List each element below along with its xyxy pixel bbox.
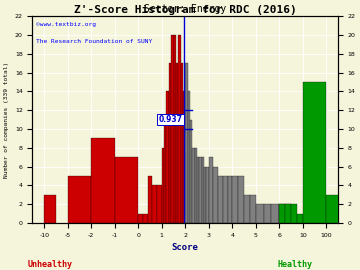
Bar xyxy=(162,148,164,223)
Bar xyxy=(218,176,223,223)
Bar xyxy=(202,157,204,223)
Bar xyxy=(232,176,238,223)
Text: The Research Foundation of SUNY: The Research Foundation of SUNY xyxy=(36,39,152,44)
Bar xyxy=(256,204,264,223)
Bar xyxy=(91,139,115,223)
Bar xyxy=(279,204,291,223)
Bar xyxy=(68,176,91,223)
Bar xyxy=(171,35,174,223)
Bar xyxy=(138,214,143,223)
X-axis label: Score: Score xyxy=(172,243,199,252)
Bar xyxy=(115,157,138,223)
Bar xyxy=(199,157,202,223)
Text: Unhealthy: Unhealthy xyxy=(28,260,73,269)
Bar xyxy=(169,63,171,223)
Bar xyxy=(291,204,297,223)
Bar xyxy=(238,176,244,223)
Text: ©www.textbiz.org: ©www.textbiz.org xyxy=(36,22,95,28)
Bar xyxy=(206,167,209,223)
Bar xyxy=(228,176,232,223)
Bar xyxy=(213,167,218,223)
Bar xyxy=(152,185,157,223)
Bar xyxy=(195,148,197,223)
Title: Z'-Score Histogram for RDC (2016): Z'-Score Histogram for RDC (2016) xyxy=(74,5,297,15)
Bar xyxy=(188,92,190,223)
Bar xyxy=(178,35,181,223)
Bar xyxy=(204,167,206,223)
Bar xyxy=(192,148,195,223)
Text: Healthy: Healthy xyxy=(278,260,313,269)
Bar xyxy=(250,195,256,223)
Bar xyxy=(327,195,350,223)
Bar xyxy=(185,63,188,223)
Bar xyxy=(164,120,166,223)
Bar xyxy=(223,176,228,223)
Bar xyxy=(181,63,183,223)
Bar xyxy=(285,204,291,223)
Bar xyxy=(244,195,250,223)
Bar xyxy=(209,157,213,223)
Bar xyxy=(279,204,285,223)
Bar xyxy=(166,92,169,223)
Bar xyxy=(176,63,178,223)
Bar xyxy=(44,195,56,223)
Bar xyxy=(297,214,303,223)
Bar xyxy=(190,120,192,223)
Text: Sector: Energy: Sector: Energy xyxy=(144,4,226,14)
Bar xyxy=(197,157,199,223)
Y-axis label: Number of companies (339 total): Number of companies (339 total) xyxy=(4,62,9,178)
Bar xyxy=(174,35,176,223)
Bar xyxy=(264,204,271,223)
Bar xyxy=(148,176,152,223)
Bar xyxy=(271,204,279,223)
Bar xyxy=(143,214,148,223)
Text: 0.937: 0.937 xyxy=(159,115,183,124)
Bar xyxy=(157,185,162,223)
Bar xyxy=(183,92,185,223)
Bar xyxy=(303,82,327,223)
